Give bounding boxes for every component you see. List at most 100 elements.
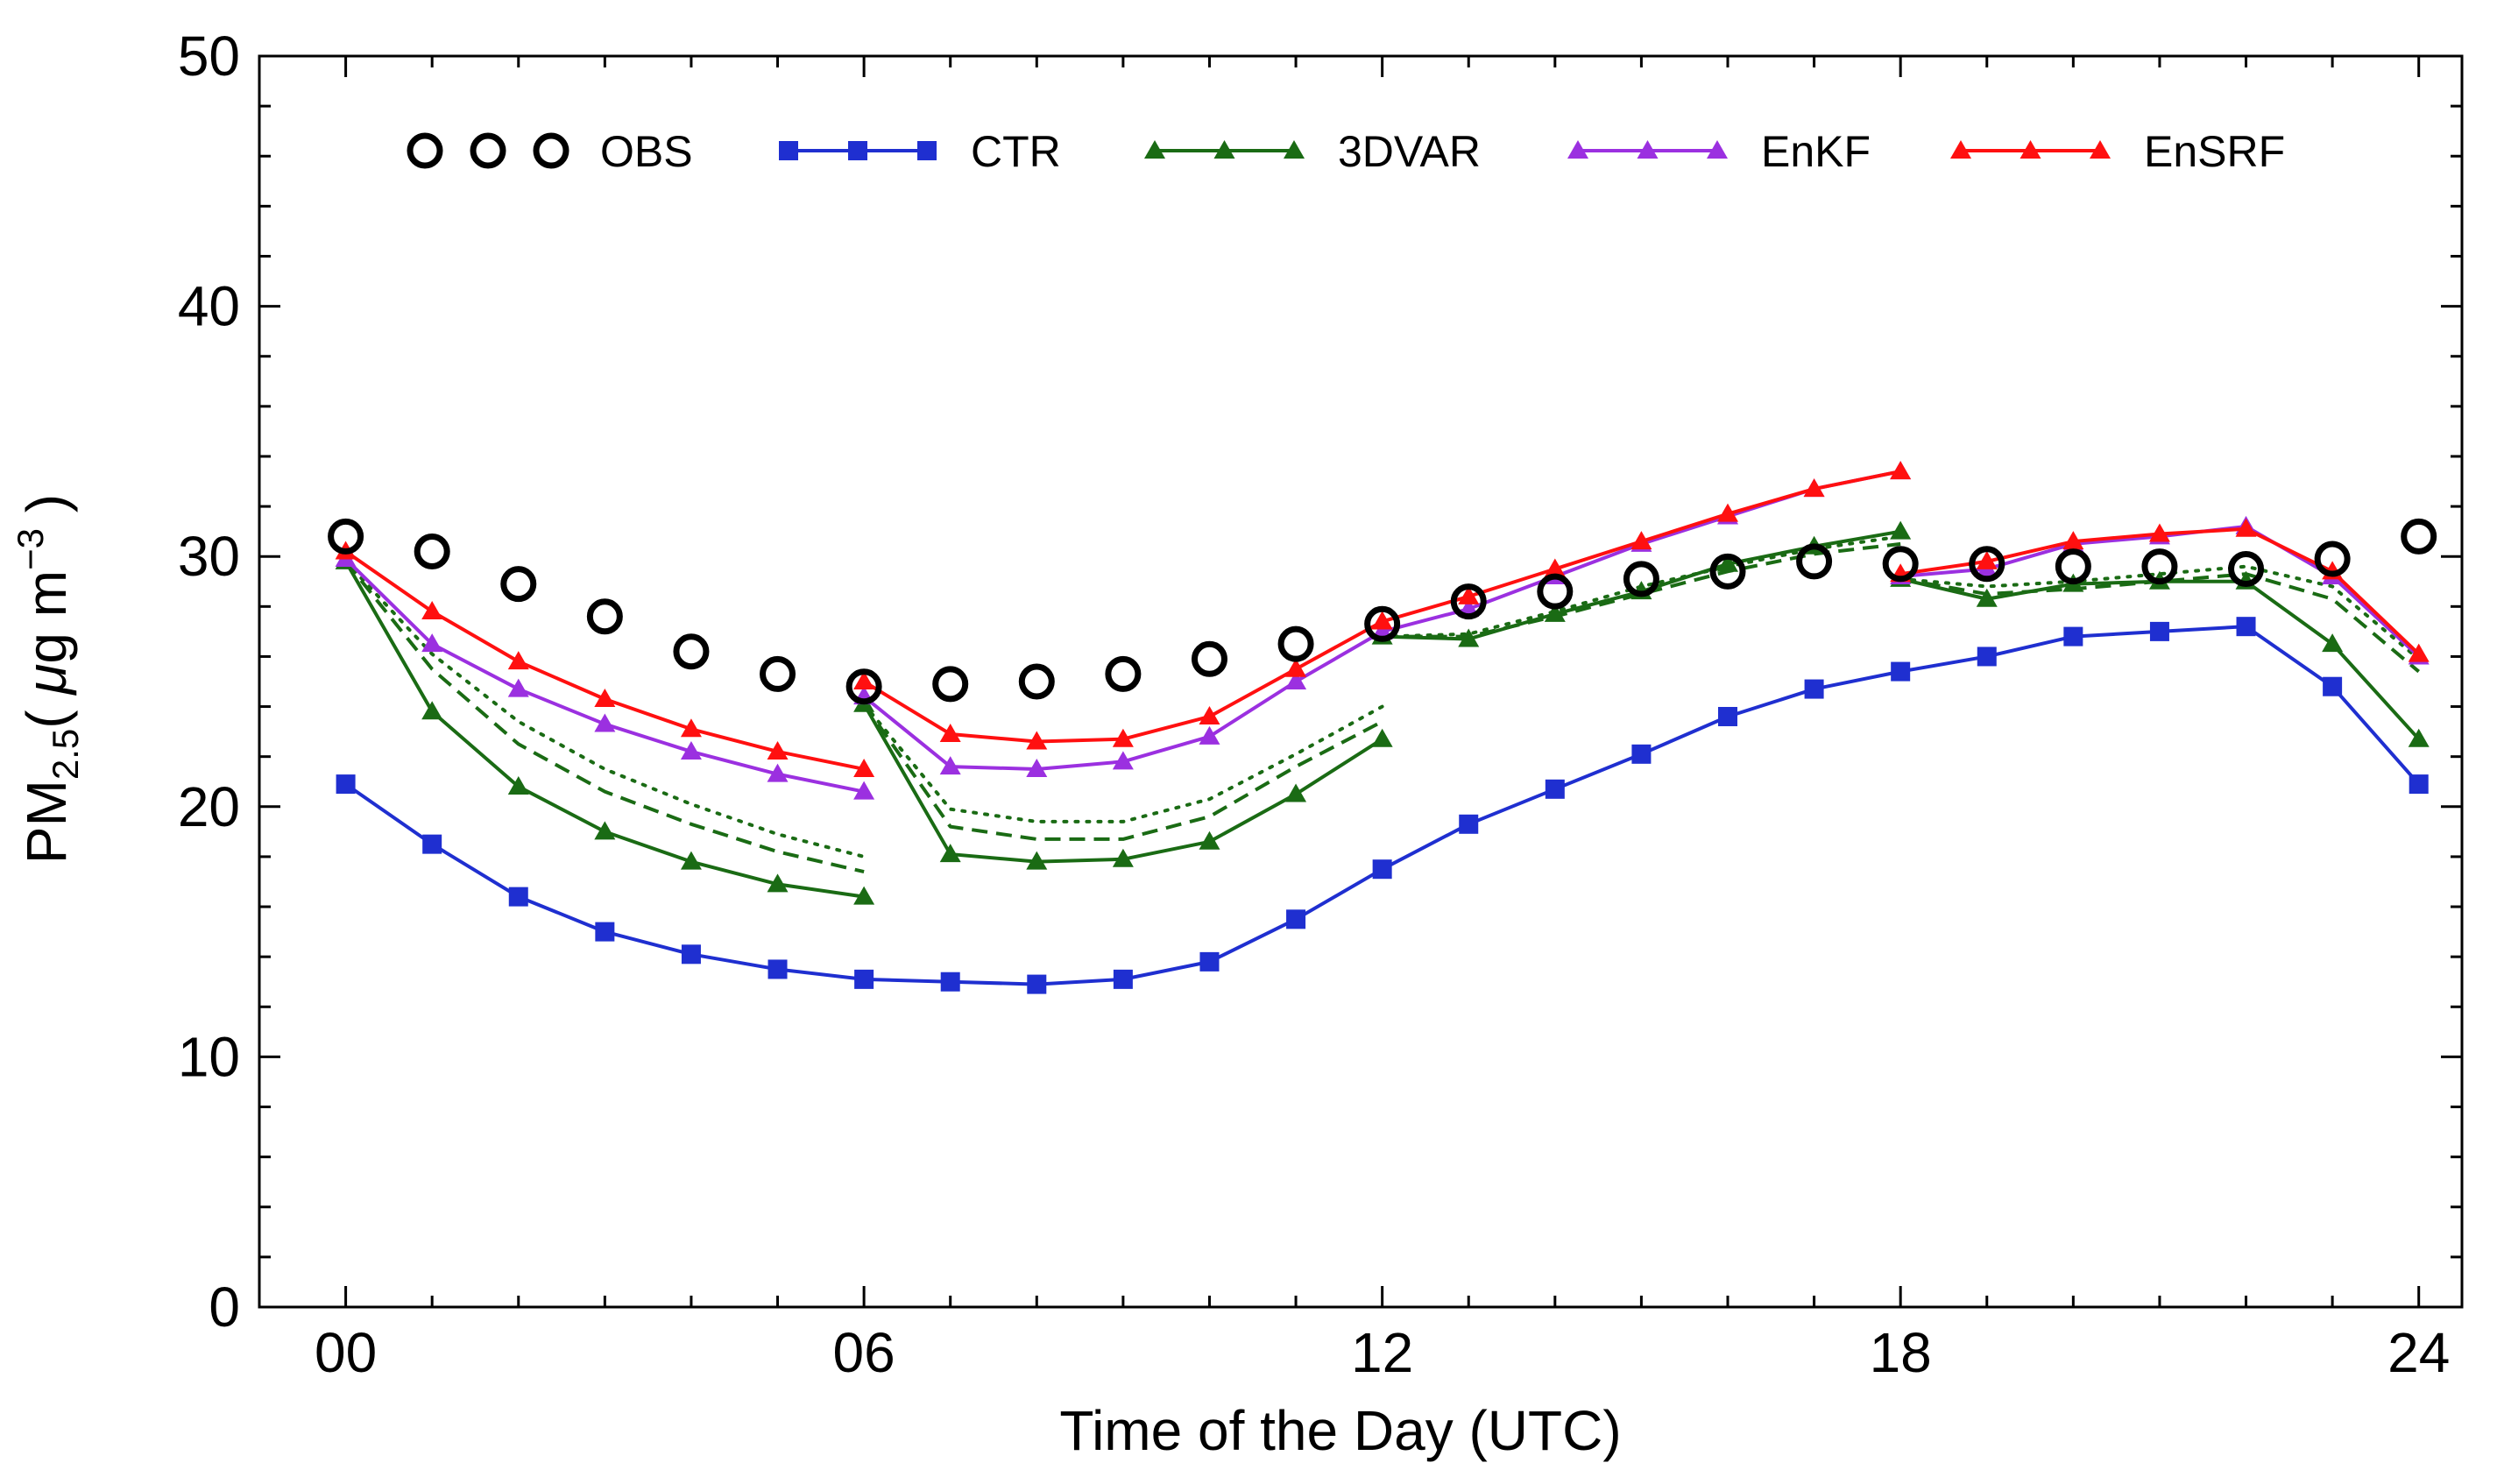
y-tick-label: 0: [209, 1276, 240, 1339]
obs-point: [932, 666, 969, 703]
y-axis-title-subscript: 2.5: [45, 729, 86, 780]
ctr-point: [2063, 626, 2083, 647]
3dvar-point: [1976, 588, 1998, 607]
ctr-point: [422, 834, 442, 854]
ctr-point: [1372, 859, 1392, 880]
obs-point: [1537, 573, 1574, 610]
ensrf-point: [853, 671, 875, 689]
y-tick-label: 40: [178, 275, 240, 338]
3dvar-point: [1026, 851, 1048, 870]
obs-point: [2314, 541, 2351, 577]
3dvar-dashed-line: [344, 560, 865, 874]
ctr-point: [1027, 974, 1047, 994]
obs-point: [760, 655, 796, 692]
legend-obs-marker: [533, 132, 569, 169]
series-layer: [328, 461, 2437, 994]
3dvar-point: [594, 821, 616, 840]
ctr-point: [1459, 814, 1479, 834]
legend-entry-enkf: EnKF: [1567, 127, 1871, 176]
3dvar-point: [853, 886, 875, 905]
ctr-point: [681, 944, 701, 965]
legend-3dvar-marker: [1213, 140, 1235, 159]
obs-point: [1018, 663, 1055, 700]
ensrf-point: [2408, 643, 2430, 662]
3dvar-point: [680, 851, 702, 870]
ensrf-point: [2062, 531, 2084, 550]
y-axis-title-mu: μ: [15, 664, 78, 696]
3dvar-point: [1199, 830, 1220, 850]
ctr-point: [1977, 647, 1997, 667]
ctr-point: [508, 887, 528, 907]
enkf-point: [421, 633, 443, 653]
obs-point: [1882, 546, 1919, 583]
ensrf-point: [2148, 523, 2170, 542]
y-tick-label: 10: [178, 1025, 240, 1088]
3dvar-point: [2322, 633, 2344, 653]
y-axis-title-main: PM: [15, 780, 78, 864]
legend-enkf-marker: [1707, 140, 1728, 159]
ensrf-point: [594, 688, 616, 707]
tick-labels: 00 06 12 18 24 0 10 20 30 40 50: [178, 25, 2450, 1384]
ensrf-point: [2235, 518, 2257, 537]
enkf-point: [939, 756, 961, 775]
enkf-point: [1112, 751, 1134, 770]
ctr-point: [1718, 706, 1737, 726]
obs-point: [2141, 548, 2178, 585]
ensrf-point: [421, 601, 443, 620]
ensrf-point: [507, 651, 529, 670]
ctr-point: [854, 969, 874, 989]
enkf-point: [680, 740, 702, 760]
obs-point: [1623, 561, 1659, 597]
ctr-point: [2149, 621, 2169, 641]
obs-point: [1450, 583, 1487, 620]
obs-point: [500, 566, 537, 603]
ctr-point: [940, 972, 960, 992]
3dvar-point: [939, 844, 961, 863]
legend-entry-obs: OBS: [407, 127, 693, 176]
legend-ensrf-marker: [2020, 140, 2041, 159]
enkf-point: [1285, 671, 1307, 689]
y-axis-title: PM2.5( μg m−3 ): [10, 494, 86, 864]
ensrf-point: [1458, 585, 1480, 604]
obs-point: [2055, 548, 2091, 585]
y-axis-title-close: ): [15, 494, 78, 528]
obs-point: [1277, 625, 1314, 662]
ensrf-point: [1803, 478, 1825, 498]
3dvar-point: [1717, 553, 1738, 572]
ctr-point: [1804, 679, 1824, 699]
legend-ctr-marker: [917, 141, 937, 160]
3dvar-point: [421, 701, 443, 720]
y-axis-title-open: (: [15, 695, 78, 729]
y-tick-label: 50: [178, 25, 240, 88]
ensrf-point: [939, 723, 961, 742]
x-tick-label: 00: [315, 1321, 377, 1384]
legend-enkf-marker: [1567, 140, 1588, 159]
legend-ensrf-marker: [2090, 140, 2111, 159]
legend-entry-3dvar: 3DVAR: [1144, 127, 1481, 176]
ensrf-point: [1112, 728, 1134, 747]
y-tick-label: 20: [178, 775, 240, 838]
3dvar-point: [1112, 848, 1134, 867]
enkf-point: [507, 678, 529, 697]
x-axis-title: Time of the Day (UTC): [1059, 1399, 1621, 1462]
legend-obs-label: OBS: [600, 127, 693, 176]
enkf-point: [1199, 725, 1220, 745]
legend-3dvar-label: 3DVAR: [1338, 127, 1481, 176]
3dvar-dotted-line: [862, 702, 1384, 823]
legend-ctr-label: CTR: [971, 127, 1061, 176]
legend-ensrf-marker: [1950, 140, 1971, 159]
3dvar-point: [1544, 603, 1566, 622]
ensrf-point: [1371, 611, 1393, 630]
legend-entry-ensrf: EnSRF: [1950, 127, 2285, 176]
series-ensrf: [335, 461, 2430, 777]
ctr-point: [1113, 969, 1133, 989]
ensrf-point: [853, 758, 875, 777]
series-obs: [328, 518, 2437, 705]
enkf-point: [767, 763, 789, 782]
legend-3dvar-marker: [1144, 140, 1165, 159]
legend-obs-marker: [470, 132, 506, 169]
x-tick-label: 06: [833, 1321, 895, 1384]
x-tick-label: 12: [1351, 1321, 1413, 1384]
